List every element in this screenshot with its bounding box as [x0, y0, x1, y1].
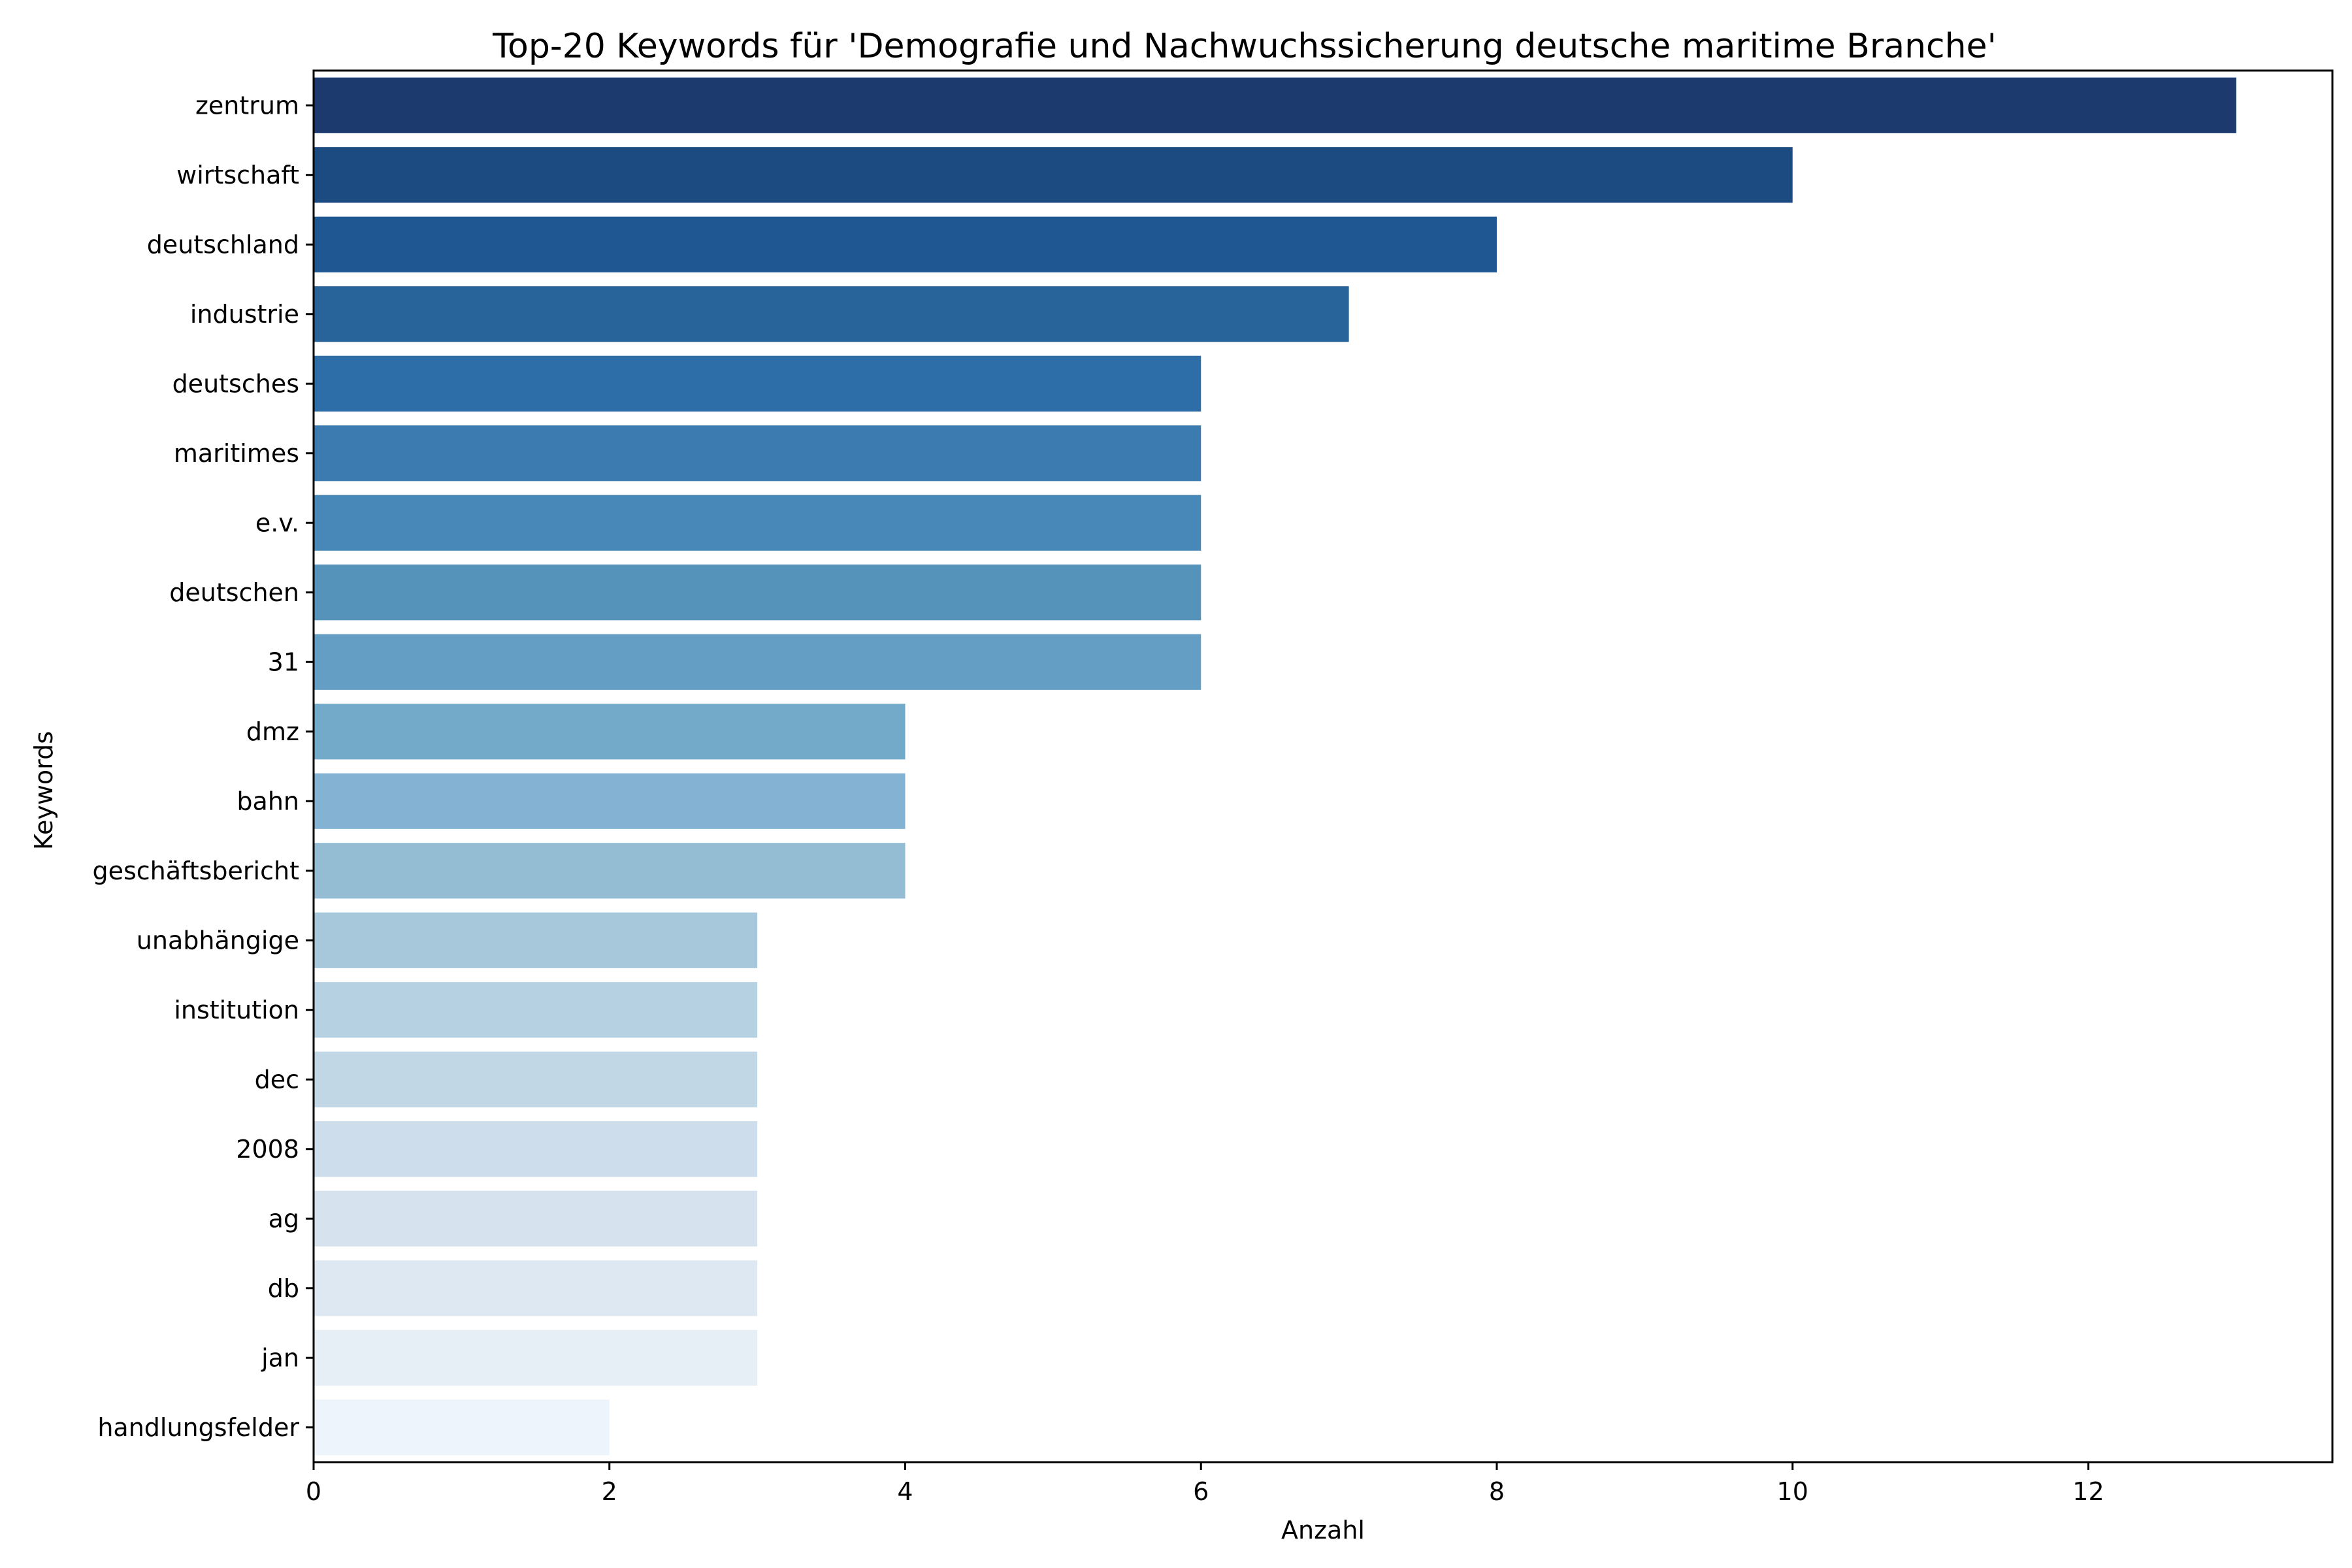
x-tick-label: 8 — [1489, 1477, 1505, 1506]
bar — [314, 1190, 758, 1247]
bar — [314, 1121, 758, 1177]
y-tick-label: 31 — [268, 647, 299, 676]
y-tick-label: 2008 — [236, 1135, 299, 1164]
y-tick-label: maritimes — [174, 439, 299, 468]
y-tick-label: zentrum — [195, 91, 299, 120]
y-tick-label: unabhängige — [137, 926, 299, 955]
y-tick-label: jan — [261, 1343, 299, 1372]
chart-title: Top-20 Keywords für 'Demografie und Nach… — [492, 27, 1997, 66]
x-tick-label: 12 — [2072, 1477, 2104, 1506]
bar — [314, 286, 1349, 342]
bar — [314, 425, 1201, 482]
bar — [314, 147, 1793, 203]
y-tick-label: db — [268, 1274, 299, 1303]
y-tick-label: dec — [255, 1065, 299, 1094]
y-tick-label: industrie — [190, 300, 299, 329]
y-tick-label: wirtschaft — [176, 161, 299, 189]
y-tick-label: deutsches — [172, 369, 299, 398]
bar — [314, 1399, 610, 1456]
bar — [314, 843, 906, 899]
bar — [314, 912, 758, 968]
bar — [314, 634, 1201, 690]
bar — [314, 704, 906, 760]
x-ticks-group: 0 2 4 6 8 10 12 — [306, 1462, 2104, 1506]
bar — [314, 1330, 758, 1386]
y-ticks-group: zentrum wirtschaft deutschland industrie deu… — [92, 91, 314, 1442]
bar — [314, 495, 1201, 551]
y-tick-label: bahn — [237, 787, 299, 815]
y-tick-label: geschäftsbericht — [92, 857, 299, 885]
x-tick-label: 0 — [306, 1477, 321, 1506]
y-tick-label: dmz — [246, 717, 299, 746]
x-tick-label: 6 — [1193, 1477, 1209, 1506]
bar — [314, 77, 2236, 133]
x-axis-label: Anzahl — [1281, 1516, 1365, 1544]
bar — [314, 355, 1201, 412]
x-tick-label: 4 — [897, 1477, 913, 1506]
y-tick-label: ag — [269, 1204, 299, 1233]
y-tick-label: institution — [174, 996, 299, 1024]
y-tick-label: handlungsfelder — [97, 1413, 299, 1442]
bar — [314, 982, 758, 1038]
bar — [314, 216, 1497, 272]
bar — [314, 1051, 758, 1107]
y-axis-label: Keywords — [29, 731, 58, 850]
bar — [314, 1260, 758, 1316]
plot-frame — [312, 69, 2334, 1463]
bars-group — [314, 77, 2236, 1456]
bar — [314, 564, 1201, 621]
x-tick-label: 10 — [1777, 1477, 1808, 1506]
y-tick-label: e.v. — [255, 508, 299, 537]
y-tick-label: deutschen — [169, 578, 299, 607]
bar — [314, 773, 906, 829]
y-tick-label: deutschland — [147, 230, 299, 259]
x-tick-label: 2 — [602, 1477, 617, 1506]
